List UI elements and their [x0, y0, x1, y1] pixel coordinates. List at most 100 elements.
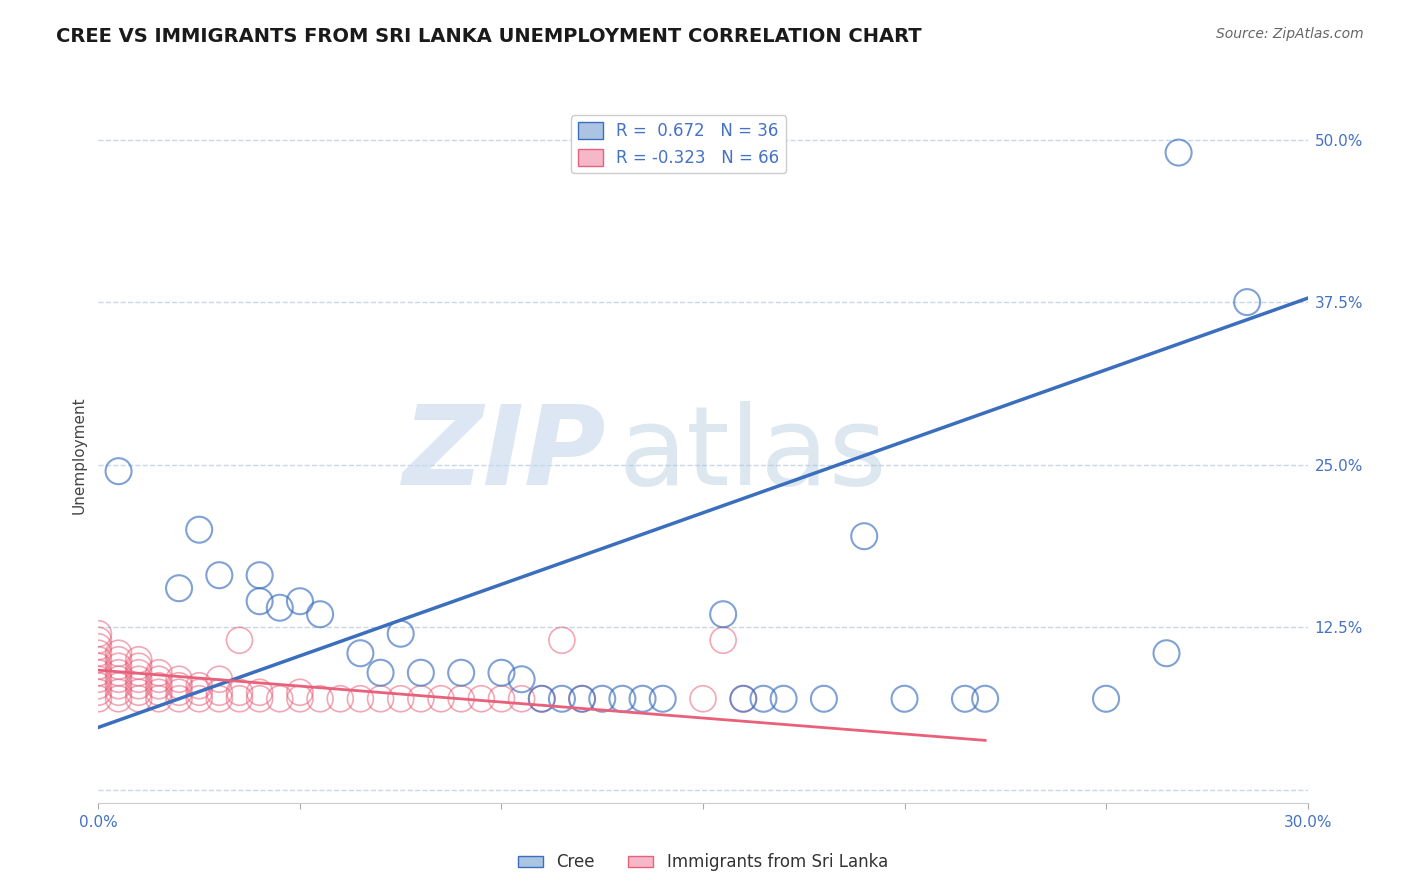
Y-axis label: Unemployment: Unemployment: [72, 396, 87, 514]
Point: [87, 640, 110, 654]
Point: [389, 626, 412, 640]
Point: [409, 665, 432, 680]
Point: [853, 529, 876, 543]
Point: [491, 665, 513, 680]
Point: [591, 691, 613, 706]
Point: [87, 633, 110, 648]
Point: [752, 691, 775, 706]
Point: [510, 691, 533, 706]
Point: [87, 653, 110, 667]
Point: [167, 672, 190, 686]
Point: [87, 659, 110, 673]
Point: [530, 691, 553, 706]
Point: [269, 691, 291, 706]
Point: [510, 672, 533, 686]
Point: [107, 679, 129, 693]
Point: [551, 691, 574, 706]
Point: [228, 633, 250, 648]
Point: [128, 679, 150, 693]
Point: [530, 691, 553, 706]
Point: [208, 672, 231, 686]
Point: [167, 691, 190, 706]
Point: [148, 665, 170, 680]
Point: [974, 691, 997, 706]
Point: [288, 685, 311, 699]
Point: [87, 672, 110, 686]
Point: [370, 665, 392, 680]
Point: [188, 685, 211, 699]
Point: [249, 685, 271, 699]
Text: atlas: atlas: [619, 401, 887, 508]
Point: [349, 691, 371, 706]
Text: Source: ZipAtlas.com: Source: ZipAtlas.com: [1216, 27, 1364, 41]
Point: [188, 691, 211, 706]
Point: [370, 691, 392, 706]
Point: [87, 646, 110, 660]
Point: [167, 679, 190, 693]
Point: [651, 691, 673, 706]
Point: [128, 653, 150, 667]
Point: [288, 594, 311, 608]
Point: [167, 685, 190, 699]
Point: [208, 691, 231, 706]
Point: [309, 691, 332, 706]
Text: ZIP: ZIP: [402, 401, 606, 508]
Point: [711, 633, 734, 648]
Point: [450, 665, 472, 680]
Point: [631, 691, 654, 706]
Point: [409, 691, 432, 706]
Text: CREE VS IMMIGRANTS FROM SRI LANKA UNEMPLOYMENT CORRELATION CHART: CREE VS IMMIGRANTS FROM SRI LANKA UNEMPL…: [56, 27, 922, 45]
Point: [953, 691, 976, 706]
Point: [107, 659, 129, 673]
Point: [107, 691, 129, 706]
Point: [87, 685, 110, 699]
Point: [128, 659, 150, 673]
Point: [148, 685, 170, 699]
Point: [188, 523, 211, 537]
Point: [612, 691, 634, 706]
Point: [288, 691, 311, 706]
Point: [349, 646, 371, 660]
Point: [148, 672, 170, 686]
Point: [228, 685, 250, 699]
Point: [87, 665, 110, 680]
Point: [269, 600, 291, 615]
Point: [249, 691, 271, 706]
Point: [249, 594, 271, 608]
Point: [128, 665, 150, 680]
Point: [1156, 646, 1178, 660]
Point: [107, 665, 129, 680]
Point: [167, 581, 190, 595]
Point: [692, 691, 714, 706]
Point: [87, 679, 110, 693]
Point: [107, 685, 129, 699]
Point: [551, 633, 574, 648]
Point: [450, 691, 472, 706]
Point: [389, 691, 412, 706]
Point: [208, 685, 231, 699]
Point: [711, 607, 734, 622]
Point: [813, 691, 835, 706]
Point: [148, 691, 170, 706]
Point: [107, 672, 129, 686]
Point: [491, 691, 513, 706]
Point: [107, 646, 129, 660]
Point: [128, 691, 150, 706]
Point: [148, 679, 170, 693]
Point: [128, 672, 150, 686]
Point: [107, 464, 129, 478]
Point: [87, 626, 110, 640]
Point: [188, 679, 211, 693]
Point: [470, 691, 492, 706]
Point: [208, 568, 231, 582]
Point: [128, 685, 150, 699]
Point: [228, 691, 250, 706]
Point: [1236, 295, 1258, 310]
Point: [571, 691, 593, 706]
Point: [1167, 145, 1189, 160]
Point: [733, 691, 755, 706]
Point: [571, 691, 593, 706]
Point: [1095, 691, 1118, 706]
Point: [329, 691, 352, 706]
Legend: Cree, Immigrants from Sri Lanka: Cree, Immigrants from Sri Lanka: [512, 847, 894, 878]
